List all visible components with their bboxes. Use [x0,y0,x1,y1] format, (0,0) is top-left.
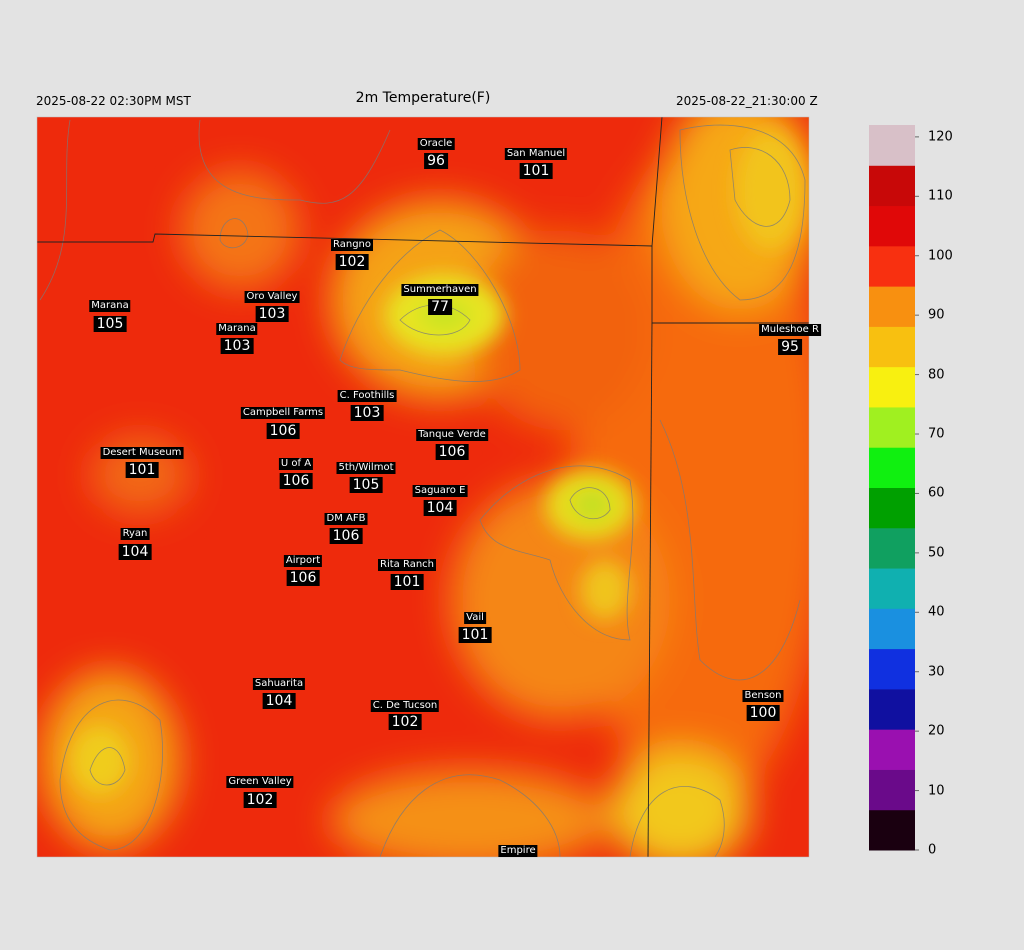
station-value: 102 [335,254,369,270]
station-name: C. Foothills [337,390,397,402]
colorbar-tick-label: 40 [928,604,945,620]
station-name: Benson [742,690,784,702]
station-value: 96 [424,153,448,169]
colorbar-tick-label: 60 [928,485,945,501]
station-name: Summerhaven [401,284,479,296]
colorbar-step [869,648,915,690]
station-value: 106 [279,473,313,489]
station-name: U of A [278,458,314,470]
colorbar-tick-label: 90 [928,307,945,323]
station-value: 105 [93,316,127,332]
station-value: 102 [388,714,422,730]
station-value: 106 [286,570,320,586]
station-name: C. De Tucson [370,700,440,712]
contours [39,119,806,857]
colorbar-step [869,769,915,811]
station-name: Marana [89,300,131,312]
station-value: 101 [519,163,553,179]
station-value: 95 [778,339,802,355]
station-name: Rangno [331,239,373,251]
colorbar-step [869,608,915,650]
station-value: 104 [423,500,457,516]
temperature-field [37,117,809,857]
colorbar-tick-label: 80 [928,367,945,383]
station-name: Tanque Verde [416,429,488,441]
station-name: Ryan [120,528,150,540]
colorbar-tick-label: 120 [928,129,953,145]
colorbar [869,125,919,851]
station-name: Airport [283,555,323,567]
map-title: 2m Temperature(F) [355,90,491,106]
station-name: Vail [464,612,486,624]
colorbar-tick-label: 10 [928,783,945,799]
station-name: Muleshoe R [759,324,821,336]
station-name: Oro Valley [244,291,300,303]
station-value: 103 [255,306,289,322]
colorbar-step [869,527,915,569]
colorbar-step [869,568,915,609]
station-value: 104 [262,693,296,709]
station-value: 77 [428,299,452,315]
station-name: Sahuarita [252,678,306,690]
local-time: 2025-08-22 02:30PM MST [36,94,191,108]
station-name: Oracle [417,138,455,150]
utc-time: 2025-08-22_21:30:00 Z [676,94,818,108]
colorbar-step [869,366,915,408]
station-value: 103 [350,405,384,421]
colorbar-step [869,809,915,851]
county-borders [37,117,809,857]
colorbar-step [869,205,915,247]
station-name: San Manuel [504,148,568,160]
colorbar-tick-label: 70 [928,426,945,442]
station-value: 101 [458,627,492,643]
station-name: Green Valley [226,776,294,788]
colorbar-step [869,125,915,166]
colorbar-step [869,326,915,368]
colorbar-step [869,286,915,327]
colorbar-tick-label: 100 [928,248,953,264]
station-name: Saguaro E [412,485,468,497]
colorbar-tick-label: 30 [928,664,945,680]
station-value: 102 [243,792,277,808]
colorbar-tick-label: 50 [928,545,945,561]
colorbar-step [869,165,915,207]
colorbar-step [869,447,915,488]
station-name: 5th/Wilmot [336,462,396,474]
station-name: DM AFB [324,513,368,525]
colorbar-tick-label: 20 [928,723,945,739]
colorbar-step [869,487,915,529]
station-name: Campbell Farms [240,407,326,419]
station-value: 105 [349,477,383,493]
colorbar-tick-label: 110 [928,188,953,204]
station-value: 100 [746,705,780,721]
colorbar-step [869,406,915,448]
station-value: 106 [329,528,363,544]
station-value: 103 [220,338,254,354]
colorbar-tick-label: 0 [928,842,937,858]
station-name: Empire [498,845,538,857]
station-name: Rita Ranch [378,559,436,571]
station-value: 106 [266,423,300,439]
colorbar-step [869,729,915,770]
station-name: Desert Museum [100,447,184,459]
station-value: 104 [118,544,152,560]
station-value: 101 [390,574,424,590]
station-value: 106 [435,444,469,460]
station-value: 101 [125,462,159,478]
colorbar-step [869,688,915,730]
station-name: Marana [216,323,258,335]
colorbar-step [869,245,915,287]
